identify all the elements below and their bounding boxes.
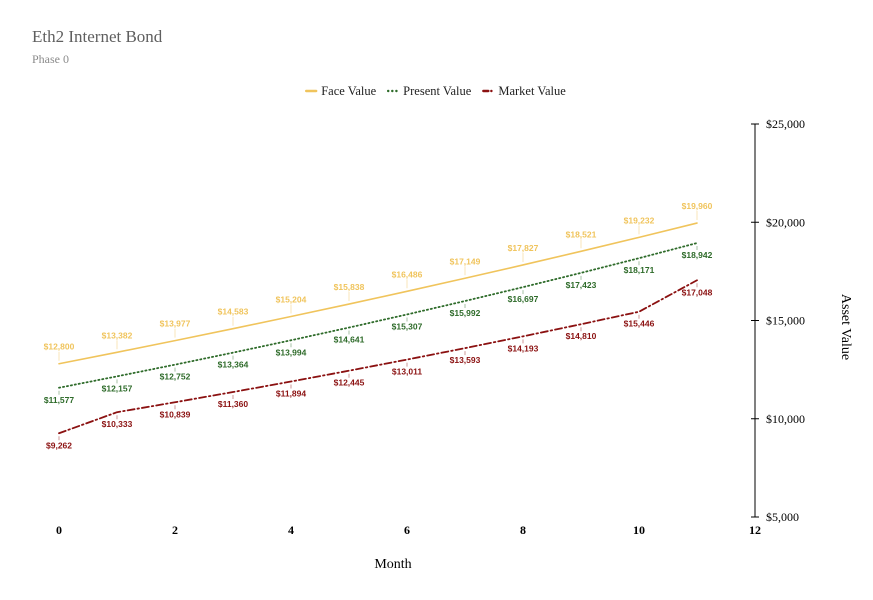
x-tick-label: 6	[404, 523, 410, 537]
y-tick-label: $10,000	[766, 412, 805, 426]
data-label-present-value: $15,307	[392, 321, 423, 331]
data-label-face-value: $16,486	[392, 269, 423, 279]
data-label-market-value: $13,011	[392, 367, 423, 377]
data-label-face-value: $12,800	[44, 342, 75, 352]
y-tick-label: $25,000	[766, 117, 805, 131]
x-axis-title: Month	[374, 557, 411, 572]
data-label-present-value: $16,697	[508, 294, 539, 304]
chart-title: Eth2 Internet Bond	[32, 27, 163, 46]
data-label-present-value: $12,752	[160, 372, 191, 382]
series-layer	[58, 222, 698, 435]
data-label-face-value: $18,521	[566, 229, 597, 239]
legend-label: Present Value	[403, 84, 472, 98]
chart-legend: Face Value Present Value Market Value	[304, 84, 566, 98]
data-label-present-value: $13,994	[276, 347, 307, 357]
x-tick-label: 0	[56, 523, 62, 537]
data-label-present-value: $15,992	[450, 308, 481, 318]
y-tick-label: $5,000	[766, 510, 799, 524]
data-label-market-value: $15,446	[624, 319, 655, 329]
legend-label: Market Value	[498, 84, 566, 98]
legend-label: Face Value	[321, 84, 376, 98]
data-label-market-value: $14,193	[508, 343, 539, 353]
data-label-market-value: $12,445	[334, 378, 365, 388]
x-tick-label: 2	[172, 523, 178, 537]
series-line-market-value	[58, 279, 698, 435]
data-label-face-value: $13,977	[160, 319, 191, 329]
data-label-market-value: $14,810	[566, 331, 597, 341]
data-label-present-value: $12,157	[102, 383, 133, 393]
data-label-face-value: $15,838	[334, 282, 365, 292]
series-line-present-value	[58, 242, 698, 389]
data-label-market-value: $10,839	[160, 409, 191, 419]
data-label-present-value: $11,577	[44, 395, 75, 405]
data-label-present-value: $18,171	[624, 265, 655, 275]
series-line-face-value	[58, 222, 698, 365]
data-label-face-value: $17,827	[508, 243, 539, 253]
data-labels-layer: $12,800 $13,382 $13,977 $14,583 $15,204 $15,8…	[44, 201, 713, 450]
data-label-present-value: $14,641	[334, 335, 365, 345]
data-label-market-value: $11,894	[276, 389, 307, 399]
x-tick-label: 8	[520, 523, 526, 537]
data-label-present-value: $13,364	[218, 360, 249, 370]
legend-item-present-value: Present Value	[386, 84, 472, 98]
data-label-face-value: $15,204	[276, 294, 307, 304]
y-tick-label: $15,000	[766, 314, 805, 328]
x-tick-label: 4	[288, 523, 294, 537]
data-label-face-value: $17,149	[450, 256, 481, 266]
data-label-face-value: $19,232	[624, 215, 655, 225]
data-label-market-value: $9,262	[46, 440, 72, 450]
x-tick-label: 12	[749, 523, 761, 537]
data-label-market-value: $13,593	[450, 355, 481, 365]
data-label-present-value: $17,423	[566, 280, 597, 290]
data-label-face-value: $19,960	[682, 201, 713, 211]
data-label-market-value: $11,360	[218, 399, 249, 409]
data-label-present-value: $18,942	[682, 250, 713, 260]
y-tick-label: $20,000	[766, 215, 805, 229]
data-label-face-value: $13,382	[102, 330, 133, 340]
x-tick-label: 10	[633, 523, 645, 537]
data-label-market-value: $17,048	[682, 287, 713, 297]
chart-subtitle: Phase 0	[32, 52, 69, 66]
legend-item-market-value: Market Value	[482, 84, 566, 98]
chart-axes: $5,000 $10,000 $15,000 $20,000 $25,000 0 2 4 6 8 1…	[56, 117, 805, 537]
legend-item-face-value: Face Value	[304, 84, 377, 98]
y-axis-title: Asset Value	[838, 294, 853, 360]
data-label-market-value: $10,333	[102, 419, 133, 429]
data-label-face-value: $14,583	[218, 307, 249, 317]
